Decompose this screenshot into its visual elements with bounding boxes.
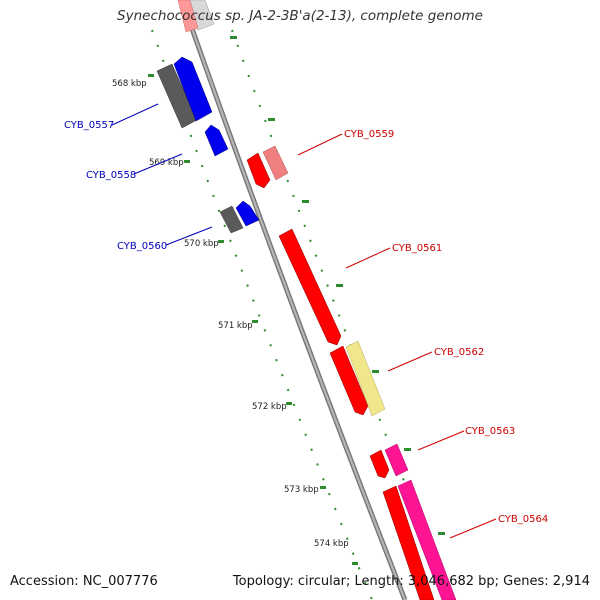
outer-tick [268,118,275,121]
kbp-label: 570 kbp [184,239,219,249]
outer-guide-ring [231,29,453,600]
gene-feature-cyb-0561 [278,228,342,346]
kbp-tick-571 [252,320,258,323]
gene-label-cyb-0558[interactable]: CYB_0558 [86,170,136,181]
leader-lines [111,103,497,539]
gene-feature-cyb-0564 [382,485,435,600]
kbp-label: 572 kbp [252,402,287,412]
gene-label-cyb-0559[interactable]: CYB_0559 [344,129,394,140]
outer-tick [336,284,343,287]
outer-tick [230,36,237,39]
outer-tick [438,532,445,535]
outer-tick [372,370,379,373]
gene-feature-cyb-0564b [397,479,457,600]
genome-backbone [179,0,408,600]
gene-feature-cyb-0562b [345,340,386,417]
gene-label-cyb-0563[interactable]: CYB_0563 [465,426,515,437]
kbp-tick-574 [352,562,358,565]
gene-label-cyb-0564[interactable]: CYB_0564 [498,514,548,525]
accession-text: Accession: NC_007776 [10,574,158,589]
gene-label-cyb-0562[interactable]: CYB_0562 [434,347,484,358]
leader-cyb-0562 [387,351,433,372]
gene-feature-cyb-0559b [262,145,289,181]
gene-label-cyb-0557[interactable]: CYB_0557 [64,120,114,131]
leader-cyb-0563 [417,430,465,451]
kbp-tick-572 [286,402,292,405]
leader-cyb-0560 [165,226,213,246]
kbp-tick-568 [148,74,154,77]
leader-cyb-0559 [297,133,343,156]
gene-feature-cyb-0562 [329,345,369,416]
map-title: Synechococcus sp. JA-2-3B'a(2-13), compl… [117,8,483,24]
kbp-label: 569 kbp [149,158,184,168]
kbp-labels: 568 kbp 569 kbp 570 kbp 571 kbp 572 kbp … [112,79,349,549]
gene-labels: CYB_0557 CYB_0558 CYB_0560 CYB_0559 CYB_… [64,120,548,525]
kbp-label: 571 kbp [218,321,253,331]
outer-tick [302,200,309,203]
gene-feature-cyb-0563b [384,443,409,477]
gene-feature-cyb-0563 [369,449,390,479]
leader-cyb-0558 [133,153,183,175]
gene-feature-top-red [177,0,199,33]
kbp-ticks [148,36,445,565]
gene-feature-cyb-0558 [204,124,229,157]
gene-feature-cyb-0560 [235,200,260,227]
forward-strand-genes [177,0,457,600]
kbp-tick-573 [320,486,326,489]
reverse-strand-genes [156,56,260,234]
leader-cyb-0557 [111,103,159,126]
genome-summary-text: Topology: circular; Length: 3,046,682 bp… [232,574,590,589]
leader-cyb-0564 [449,518,497,539]
gene-label-cyb-0560[interactable]: CYB_0560 [117,241,167,252]
gene-label-cyb-0561[interactable]: CYB_0561 [392,243,442,254]
gene-feature-cyb-0559 [246,152,271,189]
kbp-tick-570 [218,240,224,243]
kbp-label: 573 kbp [284,485,319,495]
kbp-tick-569 [184,160,190,163]
kbp-label: 568 kbp [112,79,147,89]
leader-cyb-0561 [345,247,391,269]
kbp-label: 574 kbp [314,539,349,549]
outer-tick [404,448,411,451]
gene-feature-cyb-0557 [173,56,213,122]
gene-feature-gray [219,205,244,234]
genome-backbone-highlight [181,0,406,600]
